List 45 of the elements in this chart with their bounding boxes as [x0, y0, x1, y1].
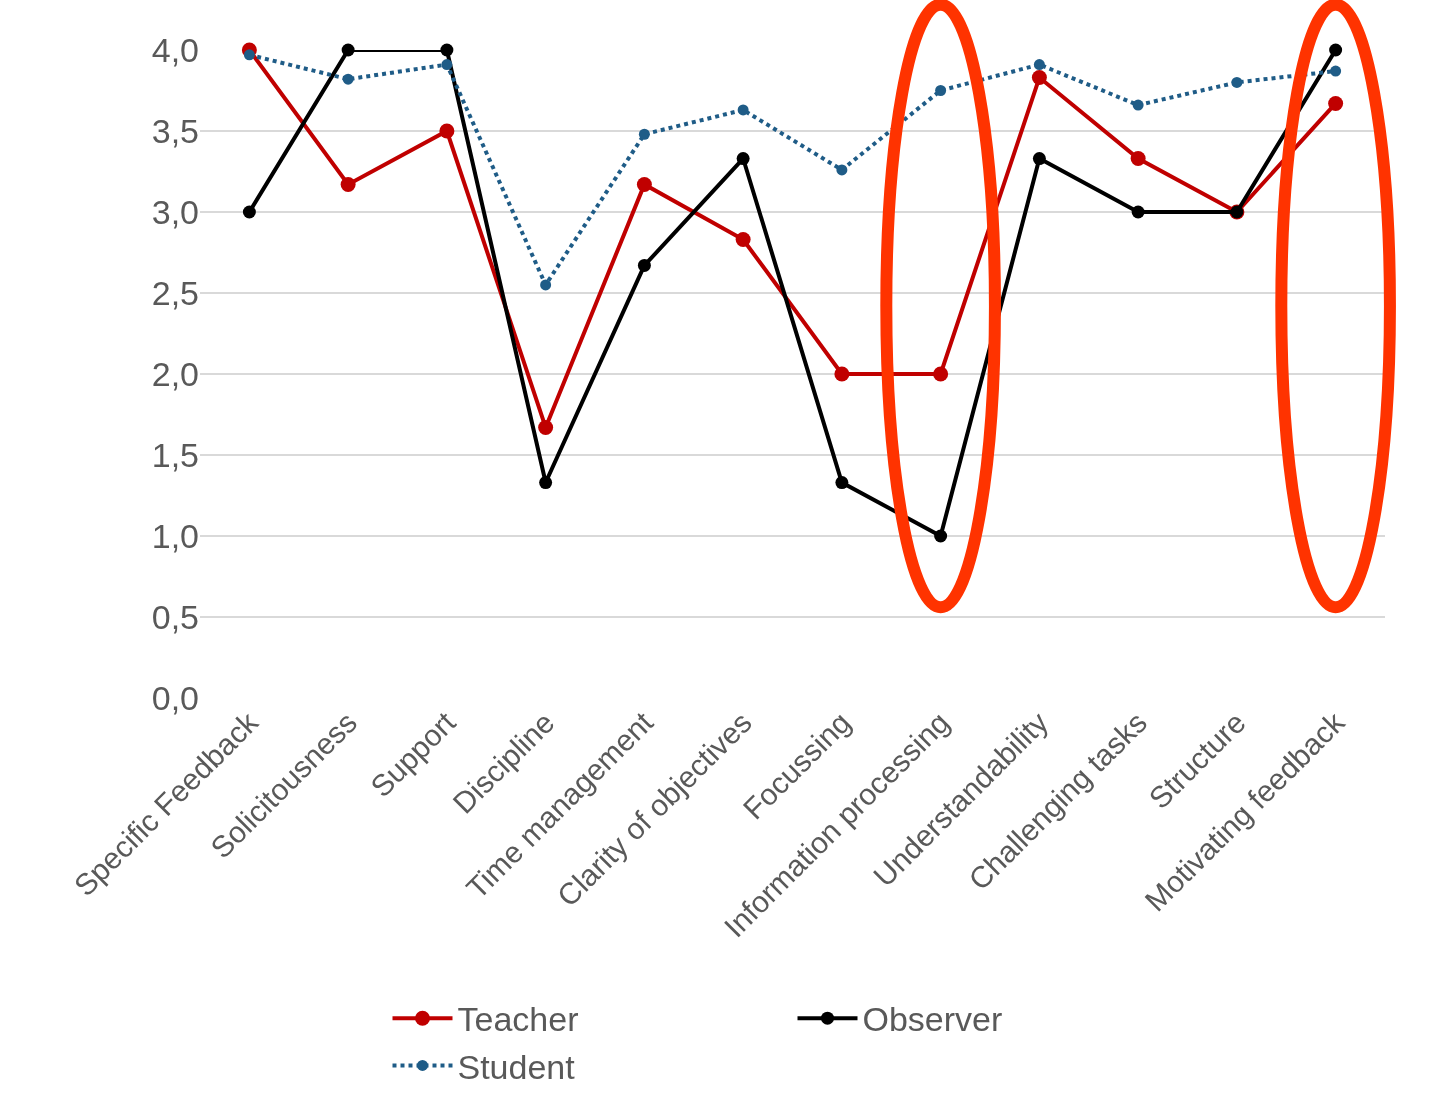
point: [835, 476, 849, 490]
point: [638, 128, 650, 140]
y-tick-label: 1,0: [151, 516, 199, 555]
point: [439, 123, 455, 139]
y-tick-label: 0,0: [151, 678, 199, 717]
y-tick-label: 3,0: [151, 192, 199, 231]
point: [441, 59, 453, 71]
point: [735, 232, 751, 248]
point: [935, 85, 947, 96]
y-tick-label: 3,5: [151, 111, 199, 150]
point: [342, 73, 354, 85]
point: [1033, 59, 1045, 71]
point: [1132, 99, 1144, 111]
point: [1032, 152, 1046, 166]
point: [1131, 205, 1145, 219]
point: [341, 43, 355, 57]
point: [540, 279, 552, 291]
point: [440, 43, 454, 57]
point: [1130, 151, 1146, 167]
point: [934, 529, 948, 543]
point: [736, 152, 750, 166]
legend-label: Student: [457, 1047, 576, 1086]
point: [737, 104, 749, 116]
point: [637, 258, 651, 272]
y-tick-label: 0,5: [151, 597, 199, 636]
y-tick-label: 4,0: [151, 30, 199, 69]
point: [1231, 76, 1243, 88]
point: [340, 176, 356, 192]
point: [1031, 70, 1047, 86]
point: [243, 49, 255, 61]
y-tick-label: 2,5: [151, 273, 199, 312]
legend-label: Teacher: [457, 1000, 579, 1039]
point: [933, 366, 949, 382]
point: [538, 419, 554, 435]
y-tick-label: 1,5: [151, 435, 199, 474]
point: [834, 366, 850, 382]
legend-label: Observer: [862, 1000, 1003, 1039]
point: [1330, 65, 1342, 77]
point: [242, 205, 256, 219]
point: [836, 164, 848, 176]
y-tick-label: 2,0: [151, 354, 199, 393]
point: [1329, 43, 1343, 57]
point: [1328, 95, 1344, 111]
point: [539, 476, 553, 490]
point: [636, 176, 652, 192]
